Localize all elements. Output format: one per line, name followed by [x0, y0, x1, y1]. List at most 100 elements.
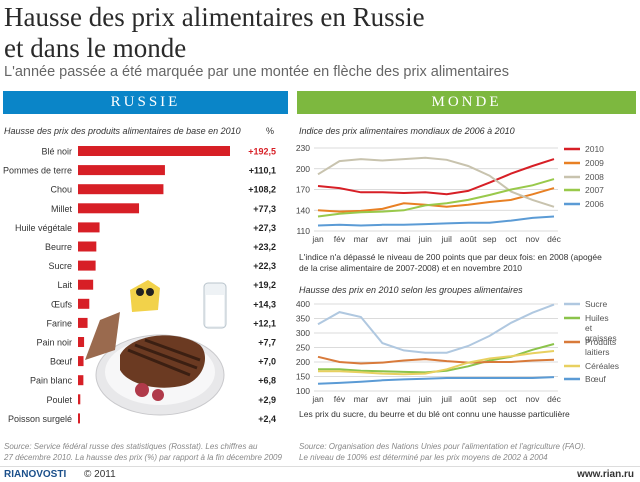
- world-note-1: L'indice n'a dépassé le niveau de 200 po…: [299, 252, 602, 274]
- x-tick-fev: fév: [334, 234, 346, 244]
- world-food-group-chart: 100 150 200 250 300 350 400 jan fév mar avr mai juin…: [296, 299, 619, 404]
- copyright: © 2011: [84, 469, 116, 480]
- series-line-2008: [317, 156, 555, 208]
- page-subtitle: L'année passée a été marquée par une mon…: [4, 64, 509, 80]
- bar-value-poisson-surgele: +2,4: [258, 414, 276, 424]
- bar-label-sucre: Sucre: [48, 261, 72, 271]
- x-tick-fev: fév: [334, 394, 346, 404]
- legend-label-produits-laitiers: Produits laitiers: [585, 337, 616, 357]
- bar-value-pain-noir: +7,7: [258, 338, 276, 348]
- y-tick-140: 140: [296, 205, 310, 215]
- x-tick-jan: jan: [311, 234, 324, 244]
- series-line-huiles-et-graisses: [318, 343, 555, 374]
- bar-label-pain-blanc: Pain blanc: [30, 376, 73, 386]
- series-line-2007: [317, 178, 555, 218]
- x-tick-avr: avr: [376, 394, 388, 404]
- bar-label-oeufs: Œufs: [51, 299, 73, 309]
- legend-label-2010: 2010: [585, 144, 604, 154]
- world-note-1-line-1: L'indice n'a dépassé le niveau de 200 po…: [299, 252, 602, 262]
- bar-oeufs: [78, 298, 90, 309]
- y-tick-300: 300: [296, 328, 310, 338]
- y-tick-250: 250: [296, 343, 310, 353]
- world-source-line-2: Le niveau de 100% est déterminé par les …: [299, 453, 548, 462]
- bar-value-huile-vegetale: +27,3: [253, 223, 276, 233]
- x-tick-oct: oct: [505, 394, 517, 404]
- bar-pommes-de-terre: [78, 165, 165, 176]
- bar-value-lait: +19,2: [253, 280, 276, 290]
- x-tick-oct: oct: [505, 234, 517, 244]
- series-line-2010: [317, 158, 555, 196]
- russia-source: Source: Service fédéral russe des statis…: [4, 441, 282, 463]
- bar-label-ble-noir: Blé noir: [41, 147, 72, 157]
- bar-value-pommes-de-terre: +110,1: [249, 166, 276, 176]
- x-tick-juil: juil: [441, 234, 453, 244]
- bar-boeuf: [78, 356, 84, 367]
- world-source-line-1: Source: Organisation des Nations Unies p…: [299, 442, 586, 451]
- series-line-2006: [317, 215, 555, 227]
- legend-label-2009: 2009: [585, 158, 604, 168]
- bar-chou: [78, 184, 164, 195]
- x-tick-nov: nov: [526, 394, 540, 404]
- bar-poisson-surgele: [78, 413, 80, 424]
- y-tick-200: 200: [296, 164, 310, 174]
- world-chart2-label: Hausse des prix en 2010 selon les groupe…: [299, 285, 523, 295]
- bar-label-poisson-surgele: Poisson surgelé: [8, 414, 72, 424]
- russia-source-line-1: Source: Service fédéral russe des statis…: [4, 442, 258, 451]
- world-chart1-label: Indice des prix alimentaires mondiaux de…: [299, 126, 515, 136]
- title-line-1: Hausse des prix alimentaires en Russie: [4, 2, 425, 32]
- bar-label-boeuf: Bœuf: [50, 357, 73, 367]
- x-tick-nov: nov: [526, 234, 540, 244]
- y-tick-230: 230: [296, 143, 310, 153]
- series-line-2009: [317, 187, 555, 213]
- legend-label-2008: 2008: [585, 172, 604, 182]
- bar-label-pain-noir: Pain noir: [36, 338, 72, 348]
- x-tick-juil: juil: [441, 394, 453, 404]
- world-note-2: Les prix du sucre, du beurre et du blé o…: [299, 409, 570, 419]
- bar-lait: [78, 279, 94, 290]
- bar-label-huile-vegetale: Huile végétale: [15, 223, 72, 233]
- bar-value-poulet: +2,9: [258, 395, 276, 405]
- bar-huile-vegetale: [78, 222, 100, 233]
- y-tick-200: 200: [296, 357, 310, 367]
- bar-value-farine: +12,1: [253, 318, 276, 328]
- series-line-boeuf: [317, 376, 555, 385]
- site-url[interactable]: www.rian.ru: [577, 469, 634, 480]
- ria-novosti-logo: RIANOVOSTI: [4, 469, 67, 480]
- bar-beurre: [78, 241, 97, 252]
- russia-unit-label: %: [266, 126, 275, 136]
- x-tick-mai: mai: [397, 394, 411, 404]
- bar-sucre: [78, 260, 96, 271]
- x-tick-juin: juin: [418, 234, 433, 244]
- x-tick-sep: sep: [483, 394, 497, 404]
- x-tick-mar: mar: [354, 394, 369, 404]
- russia-chart-label: Hausse des prix des produits alimentaire…: [4, 126, 241, 136]
- x-tick-aout: août: [460, 394, 477, 404]
- legend-label-boeuf: Bœuf: [585, 374, 606, 384]
- food-illustration: [85, 280, 227, 416]
- x-tick-aout: août: [460, 234, 477, 244]
- series-line-cereales: [318, 350, 555, 376]
- y-tick-100: 100: [296, 386, 310, 396]
- y-tick-150: 150: [296, 372, 310, 382]
- legend-label-huiles-et-graisses: Huiles et graisses: [585, 313, 617, 343]
- world-banner: MONDE: [297, 91, 636, 114]
- bar-label-chou: Chou: [50, 185, 72, 195]
- title-line-2: et dans le monde: [4, 33, 187, 63]
- bar-label-poulet: Poulet: [46, 395, 72, 405]
- bar-value-beurre: +23,2: [253, 242, 276, 252]
- bar-label-pommes-de-terre: Pommes de terre: [3, 166, 72, 176]
- world-food-index-chart: 110 140 170 200 230 jan fév mar avr mai juin juil ao…: [296, 143, 604, 244]
- bar-label-lait: Lait: [57, 280, 72, 290]
- legend-label-cereales: Céréales: [585, 361, 619, 371]
- x-tick-dec: déc: [547, 234, 561, 244]
- footer-bar: RIANOVOSTI © 2011 www.rian.ru: [0, 466, 640, 482]
- x-tick-mai: mai: [397, 234, 411, 244]
- x-tick-juin: juin: [418, 394, 433, 404]
- bar-label-beurre: Beurre: [45, 242, 72, 252]
- bar-value-ble-noir: +192,5: [248, 147, 276, 157]
- y-tick-350: 350: [296, 314, 310, 324]
- page-title: Hausse des prix alimentaires en Russie e…: [4, 2, 425, 64]
- bar-ble-noir: [78, 146, 230, 156]
- bar-millet: [78, 203, 140, 214]
- y-tick-110: 110: [296, 226, 310, 236]
